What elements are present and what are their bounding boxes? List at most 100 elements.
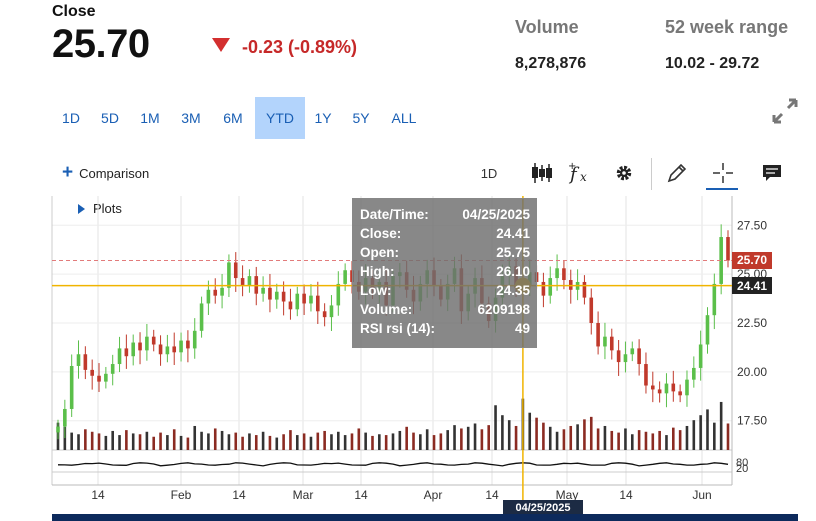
candle: [644, 364, 648, 386]
comparison-button[interactable]: + Comparison: [62, 162, 150, 183]
gear-icon[interactable]: [610, 155, 638, 191]
volume-bar: [77, 434, 80, 450]
crosshair-date-tag: 04/25/2025: [503, 500, 583, 515]
candle: [117, 348, 122, 365]
rsi-line: [57, 462, 729, 467]
triangle-right-icon: [78, 203, 85, 214]
range-1m-button[interactable]: 1M: [140, 110, 160, 126]
range-all-button[interactable]: ALL: [391, 110, 417, 126]
x-tick-label: 14: [485, 488, 499, 502]
volume-bar: [111, 430, 114, 450]
toolbar-divider: [651, 158, 652, 190]
volume-bar: [651, 433, 655, 450]
volume-bar: [439, 433, 443, 450]
tooltip-label: RSI rsi (14):: [360, 321, 436, 336]
range-1d-button[interactable]: 1D: [62, 110, 80, 126]
volume-bar: [343, 435, 347, 450]
range-3m-button[interactable]: 3M: [181, 110, 201, 126]
close-label: Close: [52, 3, 96, 20]
volume-bar: [282, 434, 285, 450]
volume-bar: [665, 435, 668, 450]
function-icon[interactable]: f x +: [566, 155, 596, 191]
candle: [213, 289, 218, 296]
range-5y-button[interactable]: 5Y: [352, 110, 370, 126]
plus-icon: +: [62, 162, 74, 183]
volume-bar: [357, 428, 361, 450]
range-1y-button[interactable]: 1Y: [314, 110, 332, 126]
candle: [56, 426, 60, 433]
svg-text:+: +: [568, 161, 576, 172]
volume-bar: [466, 426, 470, 450]
candle: [350, 270, 354, 282]
x-tick-label: 14: [619, 488, 633, 502]
volume-bar: [480, 429, 484, 450]
volume-bar: [70, 432, 73, 450]
volume-bar: [234, 432, 238, 450]
volume-bar: [241, 436, 244, 450]
volume-bar: [289, 430, 292, 450]
volume-bar: [118, 435, 121, 450]
volume-bar: [494, 405, 497, 450]
candle: [671, 383, 676, 392]
volume-bar: [337, 431, 340, 450]
plots-toggle[interactable]: Plots: [78, 201, 122, 216]
volume-bar: [125, 430, 128, 450]
volume-bar: [213, 428, 217, 450]
candle: [582, 281, 587, 298]
volume-bar: [446, 430, 449, 450]
tooltip-value: 04/25/2025: [462, 207, 530, 222]
volume-bar: [637, 430, 641, 450]
candle: [630, 348, 635, 355]
volume-bar: [350, 433, 354, 450]
candle: [104, 373, 108, 382]
candle: [650, 385, 655, 390]
candle: [206, 289, 211, 304]
candle: [609, 336, 614, 351]
volume-bar: [398, 430, 402, 450]
candle: [186, 340, 190, 349]
bottom-scroll-bar[interactable]: [52, 514, 798, 521]
volume-bar: [460, 428, 463, 450]
candle: [726, 237, 730, 261]
candle: [637, 348, 641, 365]
plots-label: Plots: [93, 201, 122, 216]
fullscreen-icon[interactable]: [770, 96, 800, 126]
down-arrow-icon: [212, 38, 230, 52]
volume-bar: [138, 434, 142, 450]
comment-icon[interactable]: [758, 155, 786, 191]
range-5d-button[interactable]: 5D: [101, 110, 119, 126]
volume-bar: [501, 415, 504, 450]
volume-bar: [207, 433, 210, 450]
volume-bar: [425, 429, 429, 450]
volume-bar: [507, 420, 511, 450]
pencil-icon[interactable]: [663, 155, 691, 191]
volume-bar: [692, 420, 696, 450]
crosshair-icon[interactable]: [707, 155, 739, 191]
volume-bar: [562, 429, 566, 450]
range-6m-button[interactable]: 6M: [223, 110, 243, 126]
range-ytd-button[interactable]: YTD: [255, 97, 305, 139]
volume-bar: [487, 425, 491, 450]
tooltip-value: 6209198: [477, 302, 530, 317]
x-tick-label: 14: [232, 488, 246, 502]
tooltip-value: 25.75: [496, 245, 530, 260]
volume-bar: [152, 436, 156, 450]
interval-button[interactable]: 1D: [480, 165, 498, 181]
x-tick-label: 14: [354, 488, 368, 502]
volume-bar: [548, 426, 552, 450]
candle: [309, 295, 313, 304]
comparison-label: Comparison: [79, 165, 150, 181]
volume-bar: [630, 434, 634, 450]
volume-bar: [672, 427, 675, 450]
tooltip-value: 24.35: [496, 283, 530, 298]
volume-bar: [364, 432, 367, 450]
candle: [288, 301, 293, 310]
candle: [254, 276, 259, 294]
volume-bars: [56, 398, 730, 450]
candle: [623, 354, 628, 363]
candlestick-icon[interactable]: [528, 155, 556, 191]
svg-text:x: x: [580, 170, 587, 184]
x-tick-label: Mar: [292, 488, 314, 502]
candle: [247, 276, 252, 286]
